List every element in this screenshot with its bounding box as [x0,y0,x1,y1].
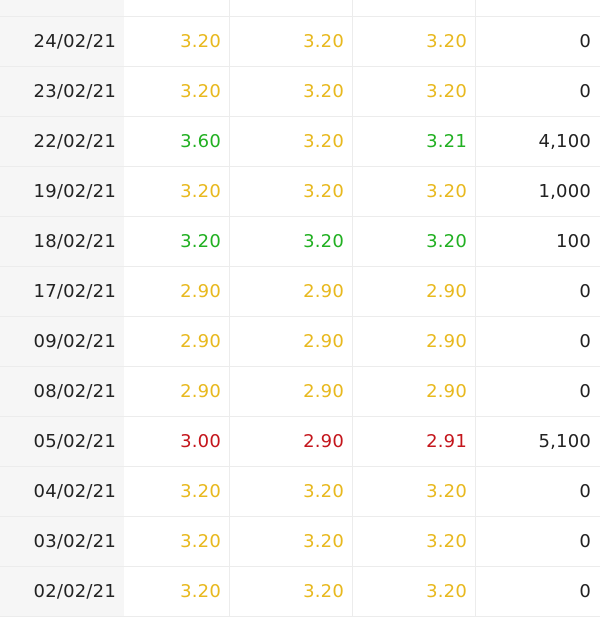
price-cell-1: 3.20 [124,217,230,266]
volume-cell [476,0,600,16]
volume-cell: 0 [579,581,591,602]
price-cell-1: 3.20 [124,467,230,516]
price-cell-1: 3.20 [124,567,230,616]
price-cell-3: 3.20 [353,67,476,116]
date-cell: 17/02/21 [0,267,124,316]
price-cell-2: 2.90 [230,417,353,466]
volume-cell: 1,000 [538,181,591,202]
volume-cell: 0 [579,31,591,52]
table-row: 25/02/21 [0,0,600,17]
price-cell-1 [124,0,230,16]
date-cell: 02/02/21 [0,567,124,616]
price-cell-2: 3.20 [230,217,353,266]
price-cell-1: 3.20 [124,517,230,566]
date-cell: 24/02/21 [0,17,124,66]
table-row: 19/02/21 3.20 3.20 3.20 1,000 [0,167,600,217]
price-cell-2: 3.20 [230,67,353,116]
volume-cell: 4,100 [538,131,591,152]
date-cell: 25/02/21 [0,0,124,16]
price-cell-1: 3.20 [124,167,230,216]
table-row: 24/02/21 3.20 3.20 3.20 0 [0,17,600,67]
price-cell-1: 3.20 [124,17,230,66]
price-cell-3: 2.90 [353,367,476,416]
price-cell-3 [353,0,476,16]
table-row: 08/02/21 2.90 2.90 2.90 0 [0,367,600,417]
date-cell: 22/02/21 [0,117,124,166]
volume-cell: 0 [579,81,591,102]
date-cell: 03/02/21 [0,517,124,566]
table-row: 23/02/21 3.20 3.20 3.20 0 [0,67,600,117]
volume-cell: 0 [579,331,591,352]
date-cell: 08/02/21 [0,367,124,416]
table-row: 04/02/21 3.20 3.20 3.20 0 [0,467,600,517]
table-row: 03/02/21 3.20 3.20 3.20 0 [0,517,600,567]
price-cell-3: 2.90 [353,317,476,366]
price-cell-3: 2.91 [353,417,476,466]
price-cell-2 [230,0,353,16]
price-cell-3: 3.20 [353,467,476,516]
volume-cell: 100 [556,231,591,252]
price-cell-3: 3.20 [353,217,476,266]
price-cell-1: 2.90 [124,267,230,316]
price-cell-3: 2.90 [353,267,476,316]
table-row: 22/02/21 3.60 3.20 3.21 4,100 [0,117,600,167]
volume-cell: 0 [579,531,591,552]
date-cell: 18/02/21 [0,217,124,266]
price-cell-2: 2.90 [230,317,353,366]
price-cell-1: 3.60 [124,117,230,166]
price-cell-3: 3.20 [353,567,476,616]
price-cell-1: 2.90 [124,367,230,416]
date-cell: 09/02/21 [0,317,124,366]
price-cell-3: 3.20 [353,17,476,66]
volume-cell: 5,100 [538,431,591,452]
table-row: 05/02/21 3.00 2.90 2.91 5,100 [0,417,600,467]
date-cell: 23/02/21 [0,67,124,116]
volume-cell: 0 [579,381,591,402]
price-cell-2: 3.20 [230,567,353,616]
date-cell: 05/02/21 [0,417,124,466]
table-row: 09/02/21 2.90 2.90 2.90 0 [0,317,600,367]
price-cell-1: 3.00 [124,417,230,466]
table-row: 02/02/21 3.20 3.20 3.20 0 [0,567,600,617]
table-row: 18/02/21 3.20 3.20 3.20 100 [0,217,600,267]
price-cell-2: 3.20 [230,17,353,66]
price-cell-1: 3.20 [124,67,230,116]
date-cell: 19/02/21 [0,167,124,216]
price-cell-2: 3.20 [230,167,353,216]
table-row: 17/02/21 2.90 2.90 2.90 0 [0,267,600,317]
price-cell-3: 3.21 [353,117,476,166]
price-cell-2: 2.90 [230,267,353,316]
volume-cell: 0 [579,281,591,302]
volume-cell: 0 [579,481,591,502]
price-cell-2: 2.90 [230,367,353,416]
price-cell-3: 3.20 [353,167,476,216]
price-cell-2: 3.20 [230,117,353,166]
price-cell-3: 3.20 [353,517,476,566]
price-cell-2: 3.20 [230,517,353,566]
price-cell-1: 2.90 [124,317,230,366]
price-cell-2: 3.20 [230,467,353,516]
date-cell: 04/02/21 [0,467,124,516]
